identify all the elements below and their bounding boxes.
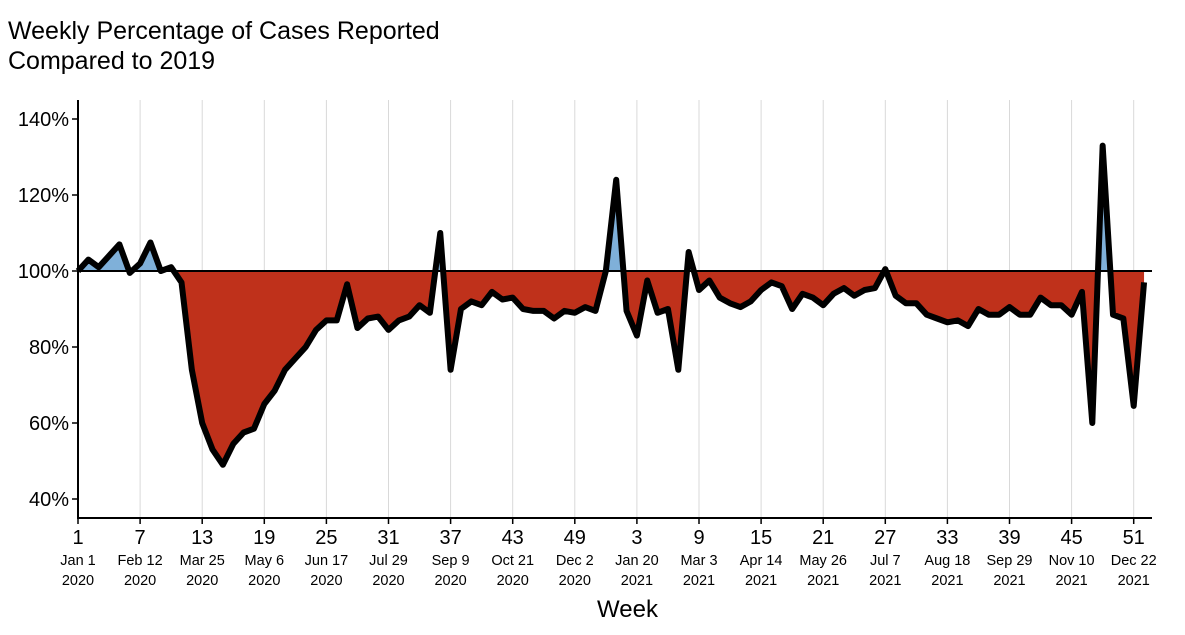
x-tick-week: 39 xyxy=(998,527,1020,549)
x-tick-week: 31 xyxy=(377,527,399,549)
x-tick-date: May 6 xyxy=(245,553,285,569)
chart-title: Weekly Percentage of Cases Reported Comp… xyxy=(8,16,440,76)
x-tick-date: May 26 xyxy=(799,553,847,569)
x-tick-date: Jan 1 xyxy=(60,553,95,569)
x-tick-week: 37 xyxy=(439,527,461,549)
x-tick-week: 51 xyxy=(1123,527,1145,549)
x-tick-week: 15 xyxy=(750,527,772,549)
y-tick-label: 40% xyxy=(29,489,69,511)
x-tick-year: 2021 xyxy=(1055,573,1087,589)
x-tick-date: Jul 29 xyxy=(369,553,408,569)
x-tick-date: Nov 10 xyxy=(1049,553,1095,569)
x-tick-week: 45 xyxy=(1060,527,1082,549)
x-tick-week: 25 xyxy=(315,527,337,549)
x-axis-label: Week xyxy=(597,596,658,623)
x-tick-date: Aug 18 xyxy=(924,553,970,569)
x-tick-week: 9 xyxy=(693,527,704,549)
x-tick-date: Mar 3 xyxy=(680,553,717,569)
x-tick-week: 1 xyxy=(72,527,83,549)
x-tick-year: 2020 xyxy=(310,573,342,589)
x-tick-year: 2020 xyxy=(124,573,156,589)
x-tick-week: 13 xyxy=(191,527,213,549)
x-tick-date: Dec 22 xyxy=(1111,553,1157,569)
x-tick-date: Jun 17 xyxy=(305,553,349,569)
x-tick-year: 2020 xyxy=(186,573,218,589)
x-tick-week: 27 xyxy=(874,527,896,549)
x-tick-date: Dec 2 xyxy=(556,553,594,569)
x-tick-date: Jan 20 xyxy=(615,553,659,569)
series-line xyxy=(75,142,1148,468)
x-tick-date: Feb 12 xyxy=(118,553,163,569)
x-tick-year: 2021 xyxy=(1118,573,1150,589)
x-tick-week: 33 xyxy=(936,527,958,549)
x-tick-year: 2020 xyxy=(497,573,529,589)
chart-title-line1: Weekly Percentage of Cases Reported xyxy=(8,17,440,45)
x-tick-week: 43 xyxy=(502,527,524,549)
x-tick-year: 2021 xyxy=(993,573,1025,589)
x-tick-week: 49 xyxy=(564,527,586,549)
x-tick-week: 7 xyxy=(135,527,146,549)
y-tick-label: 100% xyxy=(18,261,69,283)
x-tick-year: 2020 xyxy=(434,573,466,589)
x-tick-week: 21 xyxy=(812,527,834,549)
y-tick-label: 120% xyxy=(18,185,69,207)
x-tick-date: Mar 25 xyxy=(180,553,225,569)
x-tick-year: 2021 xyxy=(931,573,963,589)
x-tick-year: 2021 xyxy=(869,573,901,589)
x-tick-year: 2020 xyxy=(559,573,591,589)
x-tick-year: 2020 xyxy=(62,573,94,589)
x-tick-week: 19 xyxy=(253,527,275,549)
x-tick-date: Jul 7 xyxy=(870,553,901,569)
x-tick-date: Sep 9 xyxy=(432,553,470,569)
chart-title-line2: Compared to 2019 xyxy=(8,47,216,75)
x-tick-year: 2021 xyxy=(621,573,653,589)
y-tick-label: 60% xyxy=(29,413,69,435)
x-tick-date: Apr 14 xyxy=(740,553,783,569)
y-tick-label: 80% xyxy=(29,337,69,359)
area-below-baseline xyxy=(78,271,1145,465)
x-tick-date: Oct 21 xyxy=(491,553,534,569)
x-tick-year: 2021 xyxy=(745,573,777,589)
x-tick-year: 2021 xyxy=(683,573,715,589)
x-tick-week: 3 xyxy=(631,527,642,549)
x-tick-year: 2020 xyxy=(372,573,404,589)
y-tick-label: 140% xyxy=(18,109,69,131)
x-tick-date: Sep 29 xyxy=(987,553,1033,569)
x-tick-year: 2020 xyxy=(248,573,280,589)
x-tick-year: 2021 xyxy=(807,573,839,589)
